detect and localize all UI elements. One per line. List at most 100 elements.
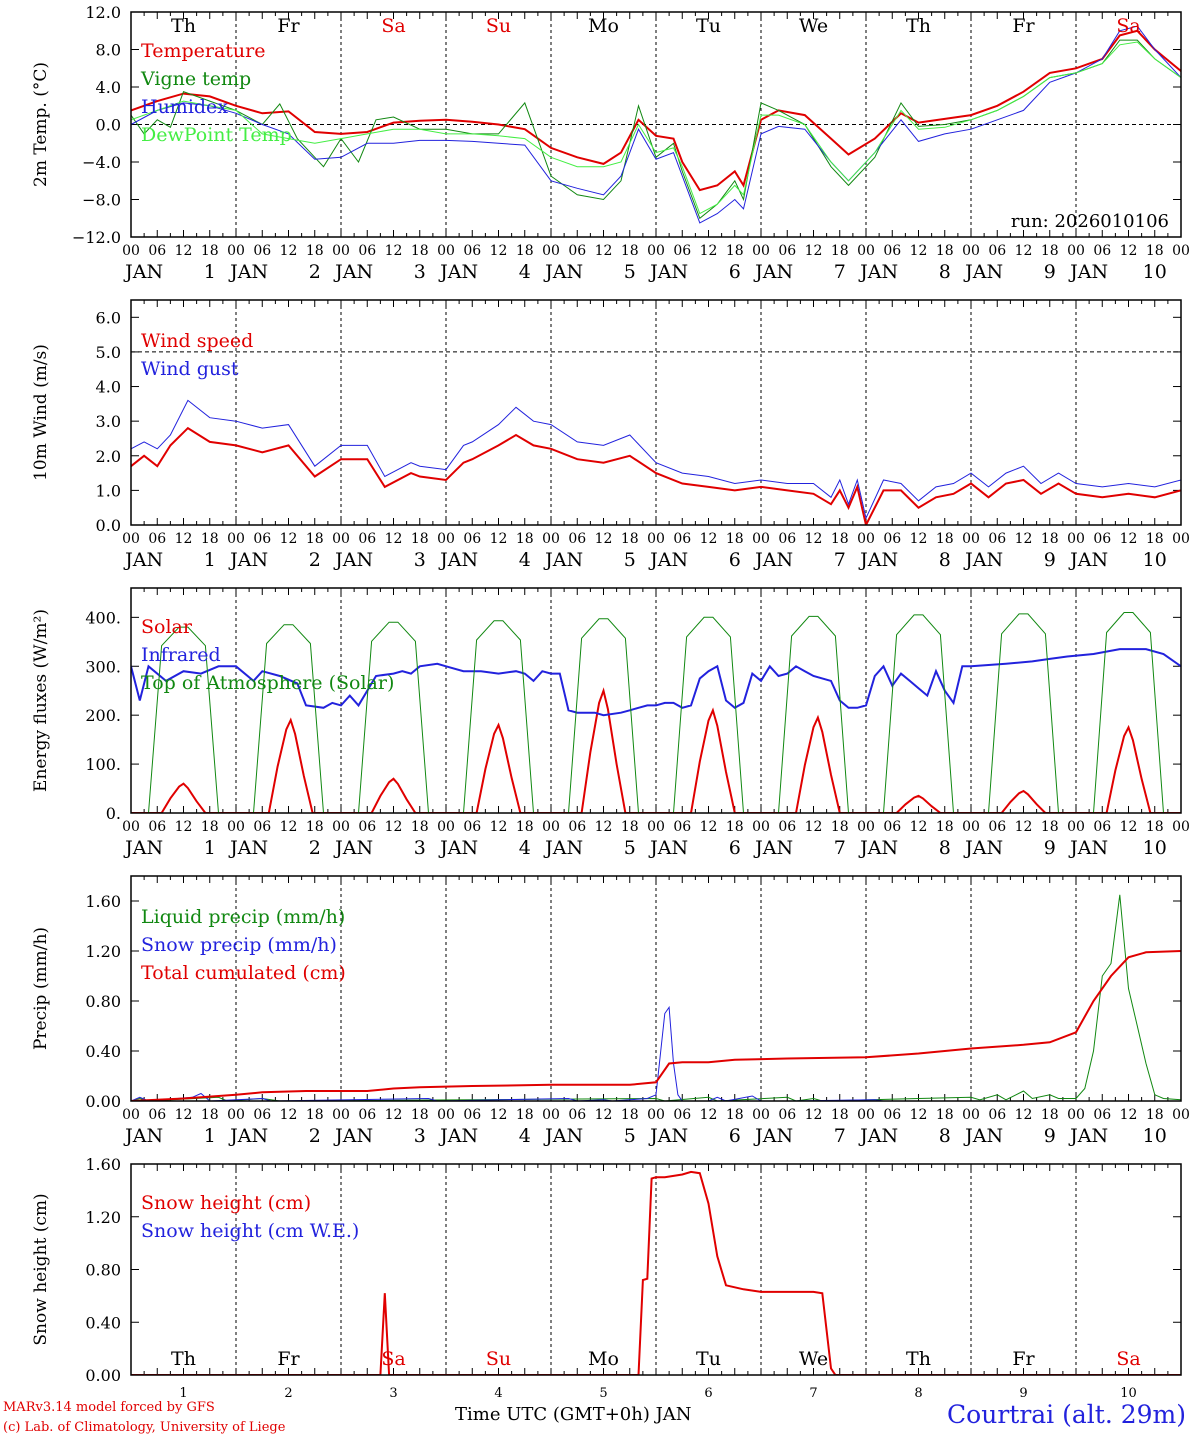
series-snow-precip-mm-h <box>131 1005 1181 1101</box>
date-month-label: JAN <box>438 1125 478 1147</box>
weekday-label: Th <box>171 15 196 37</box>
y-tick-label: 100. <box>85 755 121 774</box>
date-month-label: JAN <box>1068 1125 1108 1147</box>
weekday-label: We <box>799 1348 828 1370</box>
hour-tick-label: 00 <box>332 243 350 259</box>
date-number-label: 5 <box>624 549 636 571</box>
hour-tick-label: 18 <box>411 531 429 547</box>
date-month-label: JAN <box>753 1125 793 1147</box>
hour-tick-label: 12 <box>1015 819 1033 835</box>
weekday-label: Sa <box>381 1348 405 1370</box>
legend-entry: Vigne temp <box>140 68 251 90</box>
hour-tick-label: 00 <box>437 531 455 547</box>
day-number-label: 2 <box>284 1386 292 1401</box>
hour-tick-label: 12 <box>1120 819 1138 835</box>
hour-tick-label: 06 <box>253 819 271 835</box>
hour-tick-label: 06 <box>1093 1107 1111 1123</box>
y-tick-label: 1.60 <box>85 892 121 911</box>
weekday-label: Sa <box>381 15 405 37</box>
series-group <box>131 25 1181 224</box>
date-month-label: JAN <box>858 837 898 859</box>
hour-tick-label: 06 <box>253 531 271 547</box>
date-month-label: JAN <box>963 1125 1003 1147</box>
panel-wind: 0.0 1.0 2.0 3.0 4.0 5.0 6.0 10m Wind (m/s) Wind … <box>31 299 1190 571</box>
date-number-label: 10 <box>1143 261 1167 283</box>
hour-tick-label: 00 <box>1067 243 1085 259</box>
hour-tick-label: 18 <box>1146 243 1164 259</box>
date-month-label: JAN <box>1068 549 1108 571</box>
weekday-label: We <box>799 15 828 37</box>
hour-tick-label: 00 <box>962 1107 980 1123</box>
y-axis-label: 2m Temp. (°C) <box>31 62 51 187</box>
hour-tick-label: 18 <box>201 243 219 259</box>
plot-frame <box>130 587 1182 814</box>
hour-tick-label: 12 <box>1120 1107 1138 1123</box>
date-month-label: JAN <box>228 1125 268 1147</box>
hour-tick-label: 18 <box>621 1107 639 1123</box>
hour-tick-label: 00 <box>227 1107 245 1123</box>
hour-tick-label: 18 <box>726 531 744 547</box>
hour-tick-label: 00 <box>437 819 455 835</box>
legend-entry: Total cumulated (cm) <box>141 962 346 984</box>
legend-entry: Liquid precip (mm/h) <box>141 906 345 928</box>
date-month-label: JAN <box>648 1125 688 1147</box>
series-infrared <box>131 648 1181 717</box>
weekday-label: Fr <box>277 15 300 37</box>
weekday-label: Mo <box>588 15 619 37</box>
date-month-label: JAN <box>858 549 898 571</box>
weekday-label: Fr <box>277 1348 300 1370</box>
y-tick-label: 6.0 <box>96 308 121 327</box>
hour-tick-label: 00 <box>647 819 665 835</box>
date-number-label: 2 <box>309 1125 321 1147</box>
y-tick-label: 400. <box>85 608 121 627</box>
date-number-label: 6 <box>729 549 741 571</box>
hour-tick-label: 00 <box>1067 819 1085 835</box>
hour-tick-label: 12 <box>280 531 298 547</box>
date-month-label: JAN <box>123 837 163 859</box>
date-number-label: 9 <box>1044 837 1056 859</box>
date-month-label: JAN <box>1068 261 1108 283</box>
day-number-label: 3 <box>389 1386 397 1401</box>
hour-tick-label: 00 <box>332 819 350 835</box>
date-number-label: 1 <box>204 549 216 571</box>
date-month-label: JAN <box>438 261 478 283</box>
hour-tick-label: 00 <box>227 531 245 547</box>
date-number-label: 4 <box>519 261 531 283</box>
hour-tick-label: 06 <box>463 531 481 547</box>
legend-entry: Infrared <box>141 644 221 666</box>
date-number-label: 1 <box>204 837 216 859</box>
y-tick-label: 5.0 <box>96 343 121 362</box>
weekday-label: Mo <box>588 1348 619 1370</box>
hour-tick-label: 00 <box>227 819 245 835</box>
hour-tick-label: 00 <box>647 1107 665 1123</box>
hour-tick-label: 00 <box>752 819 770 835</box>
hour-tick-label: 00 <box>542 243 560 259</box>
series-wind-speed <box>131 426 1181 525</box>
y-axis-label: 10m Wind (m/s) <box>31 344 51 481</box>
hour-tick-label: 18 <box>201 531 219 547</box>
date-month-label: JAN <box>543 837 583 859</box>
date-number-label: 7 <box>834 261 846 283</box>
legend-entry: Temperature <box>141 40 265 62</box>
hour-tick-label: 18 <box>306 819 324 835</box>
series-dewpoint-temp <box>131 41 1181 215</box>
y-tick-label: 3.0 <box>96 412 121 431</box>
legend-entry: Snow precip (mm/h) <box>141 934 337 956</box>
hour-tick-label: 18 <box>306 531 324 547</box>
hour-tick-label: 00 <box>122 531 140 547</box>
hour-tick-label: 00 <box>227 243 245 259</box>
panel-snow: 0.00 0.40 0.80 1.20 1.60 Snow height (cm) Snow… <box>31 1155 1182 1401</box>
hour-tick-label: 18 <box>516 1107 534 1123</box>
hour-tick-label: 06 <box>463 243 481 259</box>
date-number-label: 2 <box>309 837 321 859</box>
hour-tick-label: 18 <box>621 243 639 259</box>
day-number-label: 1 <box>179 1386 187 1401</box>
date-number-label: 2 <box>309 261 321 283</box>
hour-tick-label: 18 <box>1041 819 1059 835</box>
hour-tick-label: 12 <box>595 819 613 835</box>
hour-tick-label: 06 <box>1093 531 1111 547</box>
hour-tick-label: 12 <box>700 243 718 259</box>
hour-tick-label: 18 <box>1041 531 1059 547</box>
date-month-label: JAN <box>963 837 1003 859</box>
weekday-label: Sa <box>1116 15 1140 37</box>
